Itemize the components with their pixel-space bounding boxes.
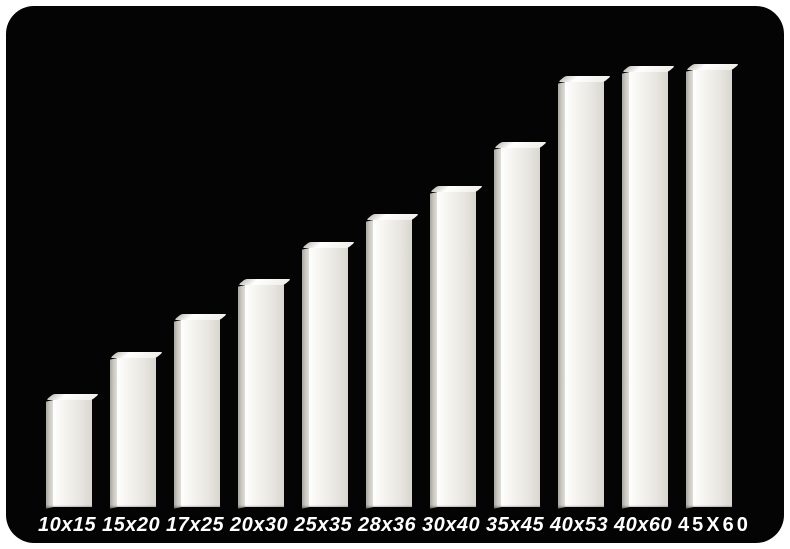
bar-base-shadow xyxy=(110,505,156,509)
bar-top-face xyxy=(174,314,227,320)
bar-top-face xyxy=(558,76,611,82)
bar-front-face xyxy=(53,397,92,507)
bar-side-face xyxy=(558,82,565,509)
bar-front-face xyxy=(565,79,604,507)
bar-base-shadow xyxy=(494,505,540,509)
bar-side-face xyxy=(430,192,437,509)
bar-slot xyxy=(622,6,668,543)
bar-slot xyxy=(302,6,348,543)
bar-slot xyxy=(558,6,604,543)
bar-side-face xyxy=(46,400,53,509)
bar-front-face xyxy=(309,245,348,507)
bar-front-face xyxy=(245,282,284,507)
bar xyxy=(622,69,668,507)
bar xyxy=(174,317,220,507)
bar-top-face xyxy=(110,352,163,358)
bar-side-face xyxy=(238,285,245,509)
bar xyxy=(430,189,476,507)
bar-front-face xyxy=(501,145,540,507)
bar-base-shadow xyxy=(622,505,668,509)
bar-side-face xyxy=(494,148,501,509)
bar-top-face xyxy=(494,142,547,148)
bar-front-face xyxy=(437,189,476,507)
bar-side-face xyxy=(110,358,117,509)
bar-label: 45X60 xyxy=(678,514,751,537)
bar-slot xyxy=(174,6,220,543)
bar xyxy=(366,217,412,507)
bar-top-face xyxy=(302,242,355,248)
bar-front-face xyxy=(181,317,220,507)
bar-top-face xyxy=(686,64,739,70)
bar-slot xyxy=(238,6,284,543)
bar-base-shadow xyxy=(46,505,92,509)
bar-side-face xyxy=(366,220,373,509)
bar-top-face xyxy=(46,394,99,400)
bar-base-shadow xyxy=(686,505,732,509)
bar-top-face xyxy=(430,186,483,192)
bar-front-face xyxy=(629,69,668,507)
bar-label: 30x40 xyxy=(422,514,480,537)
bar-base-shadow xyxy=(430,505,476,509)
bar-base-shadow xyxy=(302,505,348,509)
bar-base-shadow xyxy=(366,505,412,509)
bar xyxy=(46,397,92,507)
bar xyxy=(494,145,540,507)
bar-label: 40x53 xyxy=(550,514,608,537)
bar-base-shadow xyxy=(238,505,284,509)
bar-slot xyxy=(430,6,476,543)
bar-slot xyxy=(686,6,732,543)
bar xyxy=(558,79,604,507)
bar-label: 25x35 xyxy=(294,514,352,537)
bar-base-shadow xyxy=(174,505,220,509)
bar-front-face xyxy=(117,355,156,507)
bar-label: 10x15 xyxy=(38,514,96,537)
bar-side-face xyxy=(622,72,629,509)
outer-frame: 10x15 15x20 17x25 20x30 25x35 28x36 30x40 35x45… xyxy=(0,0,790,549)
bar-label: 40x60 xyxy=(614,514,672,537)
bar-label: 15x20 xyxy=(102,514,160,537)
bar xyxy=(238,282,284,507)
chart-panel: 10x15 15x20 17x25 20x30 25x35 28x36 30x40 35x45… xyxy=(6,6,784,543)
bar-label: 35x45 xyxy=(486,514,544,537)
bar-side-face xyxy=(302,248,309,509)
bar-slot xyxy=(110,6,156,543)
bar-side-face xyxy=(174,320,181,509)
bar-label: 17x25 xyxy=(166,514,224,537)
bar-side-face xyxy=(686,70,693,509)
bar-slot xyxy=(46,6,92,543)
bar-front-face xyxy=(373,217,412,507)
bar xyxy=(110,355,156,507)
bar xyxy=(302,245,348,507)
bar-label: 20x30 xyxy=(230,514,288,537)
bar-base-shadow xyxy=(558,505,604,509)
bar-label: 28x36 xyxy=(358,514,416,537)
bar-top-face xyxy=(622,66,675,72)
bar-slot xyxy=(494,6,540,543)
bar-front-face xyxy=(693,67,732,507)
bar-top-face xyxy=(366,214,419,220)
bar xyxy=(686,67,732,507)
bar-slot xyxy=(366,6,412,543)
bar-top-face xyxy=(238,279,291,285)
bars-area: 10x15 15x20 17x25 20x30 25x35 28x36 30x40 35x45… xyxy=(6,6,784,543)
